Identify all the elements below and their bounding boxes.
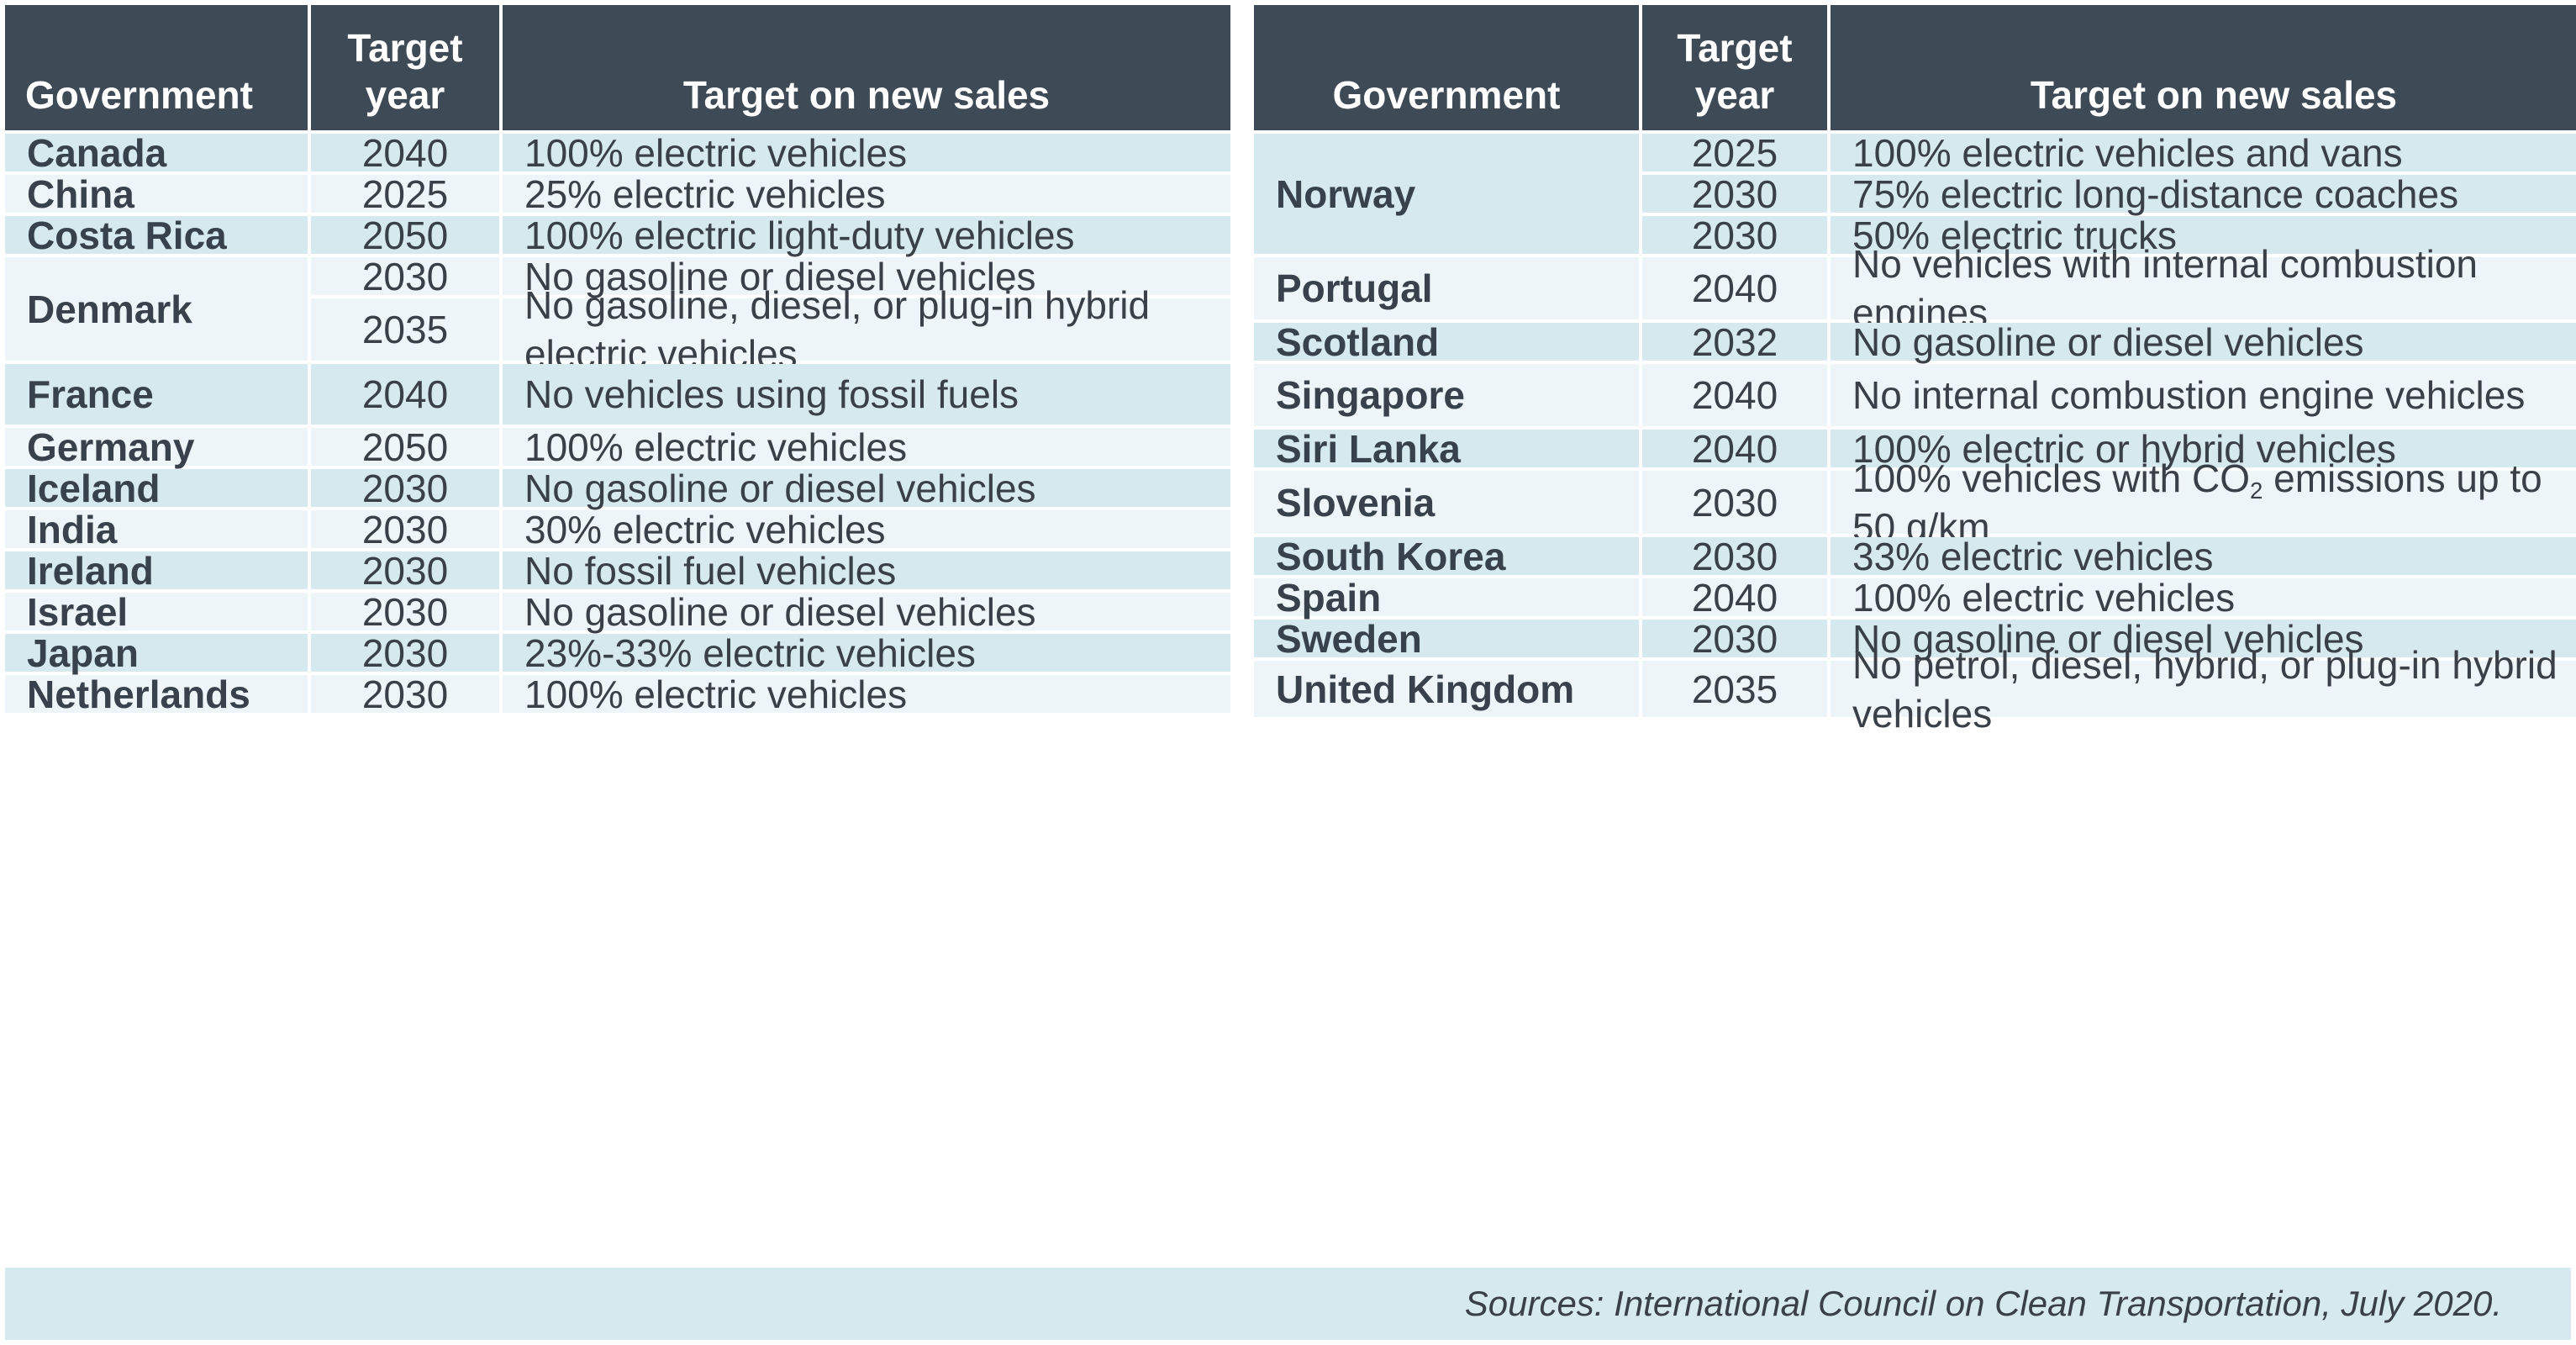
country-cell: Costa Rica [5,214,308,257]
year-cell: 2040 [1642,427,1827,471]
year-cell: 2035 [1642,661,1827,717]
country-cell: Netherlands [5,672,308,716]
country-cell: China [5,172,308,216]
target-cell: No internal combustion engine vehicles [1831,364,2576,426]
sources-text: Sources: International Council on Clean … [1464,1284,2502,1323]
target-cell: 100% electric vehicles [1831,576,2576,620]
year-cell: 2030 [311,549,499,593]
target-cell: No vehicles with internal combustion eng… [1831,242,2576,335]
target-cell: No gasoline or diesel vehicles [503,255,1230,298]
year-cell: 2035 [311,298,499,361]
year-cell: 2030 [311,467,499,510]
year-cell: 2050 [311,425,499,469]
year-cell: 2040 [1642,257,1827,319]
target-cell: No gasoline or diesel vehicles [503,590,1230,634]
sources-footer: Sources: International Council on Clean … [5,1268,2571,1340]
target-cell: 75% electric long-distance coaches [1831,172,2576,216]
year-cell: 2030 [311,508,499,551]
header-target-sales: Target on new sales [503,5,1230,130]
country-cell: Denmark [5,257,308,361]
target-cell: 25% electric vehicles [503,172,1230,216]
right-table: Government Target year Target on new sale… [1254,5,2576,736]
year-cell: 2030 [311,255,499,298]
year-cell: 2032 [1642,320,1827,364]
country-cell: Ireland [5,549,308,593]
header-target-year: Target year [311,5,499,130]
target-cell: 33% electric vehicles [1831,535,2576,578]
target-cell: 23%-33% electric vehicles [503,631,1230,675]
year-cell: 2030 [1642,471,1827,534]
country-cell: Norway [1254,134,1639,254]
header-target-sales: Target on new sales [1831,5,2576,130]
year-cell: 2040 [1642,364,1827,426]
target-cell: 100% electric vehicles and vans [1831,131,2576,175]
target-cell: 50% electric trucks [1831,214,2576,257]
year-cell: 2030 [1642,214,1827,257]
year-cell: 2030 [1642,535,1827,578]
year-cell: 2025 [311,172,499,216]
target-cell: 100% electric vehicles [503,131,1230,175]
target-cell: No vehicles using fossil fuels [503,364,1230,425]
country-cell: Scotland [1254,320,1639,364]
country-cell: Iceland [5,467,308,510]
left-table: Government Target year Target on new sale… [5,5,1244,717]
country-cell: United Kingdom [1254,661,1639,717]
target-cell: No gasoline or diesel vehicles [1831,320,2576,364]
year-cell: 2030 [311,672,499,716]
country-cell: Israel [5,590,308,634]
target-cell: No petrol, diesel, hybrid, or plug-in hy… [1831,643,2576,736]
year-cell: 2025 [1642,131,1827,175]
country-cell: Siri Lanka [1254,427,1639,471]
country-cell: Sweden [1254,617,1639,661]
year-cell: 2040 [1642,576,1827,620]
header-government: Government [5,5,308,130]
year-cell: 2030 [1642,617,1827,661]
target-cell: No gasoline or diesel vehicles [1831,617,2576,661]
country-cell: Japan [5,631,308,675]
target-cell: 100% electric light-duty vehicles [503,214,1230,257]
year-cell: 2040 [311,364,499,425]
target-cell: 30% electric vehicles [503,508,1230,551]
year-cell: 2030 [1642,172,1827,216]
target-cell: 100% electric or hybrid vehicles [1831,427,2576,471]
target-cell: No fossil fuel vehicles [503,549,1230,593]
country-cell: Germany [5,425,308,469]
country-cell: Portugal [1254,257,1639,319]
target-cell: 100% electric vehicles [503,425,1230,469]
country-cell: India [5,508,308,551]
year-cell: 2040 [311,131,499,175]
header-government: Government [1254,5,1639,130]
targets-table: Government Target year Target on new sale… [5,5,2576,736]
country-cell: Slovenia [1254,471,1639,534]
country-cell: Spain [1254,576,1639,620]
header-target-year: Target year [1642,5,1827,130]
target-cell: No gasoline or diesel vehicles [503,467,1230,510]
country-cell: South Korea [1254,535,1639,578]
year-cell: 2030 [311,631,499,675]
year-cell: 2050 [311,214,499,257]
country-cell: Canada [5,131,308,175]
year-cell: 2030 [311,590,499,634]
target-cell: 100% electric vehicles [503,672,1230,716]
target-cell: No gasoline, diesel, or plug-in hybrid e… [503,283,1230,376]
country-cell: Singapore [1254,364,1639,426]
country-cell: France [5,364,308,425]
target-cell: 100% vehicles with CO2 emissions up to 5… [1831,456,2576,549]
